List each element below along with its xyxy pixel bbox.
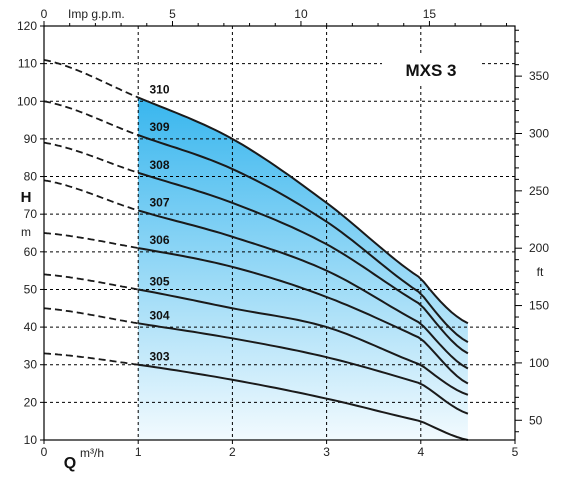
y-tick-label: 90 (24, 132, 38, 146)
curve-309-dashed (43, 100, 139, 136)
curve-309 (137, 134, 469, 343)
x-tick-label: 5 (512, 445, 519, 459)
curve-label-305: 305 (150, 274, 170, 288)
y-tick-label: 20 (24, 395, 38, 409)
y-tick-label: 120 (17, 19, 37, 33)
top-tick-label: 15 (423, 7, 437, 21)
right-tick-label: 200 (529, 241, 549, 255)
curve-308 (137, 171, 469, 355)
curve-label-310: 310 (150, 83, 170, 97)
curve-303-dashed (43, 352, 139, 366)
right-tick-label: 100 (529, 356, 549, 370)
y-tick-label: 40 (24, 320, 38, 334)
right-tick-label: 50 (529, 413, 543, 427)
x-tick-label: 2 (229, 445, 236, 459)
curve-label-309: 309 (150, 120, 170, 134)
curve-label-307: 307 (150, 195, 170, 209)
curve-layer (43, 59, 469, 441)
curve-304-dashed (43, 307, 139, 325)
x-tick-label: 0 (41, 445, 48, 459)
label-layer: 310 309 308 307 306 305 304 303 MXS 3 (150, 56, 480, 364)
right-axis-label: ft (537, 265, 544, 279)
x-tick-label: 4 (417, 445, 424, 459)
x-tick-label: 1 (135, 445, 142, 459)
curve-label-308: 308 (150, 158, 170, 172)
curve-305 (138, 288, 469, 396)
model-title-box (382, 56, 480, 84)
x-axis-unit: m³/h (80, 446, 104, 460)
curve-label-306: 306 (150, 233, 170, 247)
y-tick-label: 10 (24, 433, 38, 447)
curve-306 (138, 247, 469, 385)
y-tick-label: 110 (18, 57, 37, 71)
axis-layer: 0 1 2 3 4 5Qm³/h102030405060708090100110120Hm… (17, 7, 549, 472)
curve-label-304: 304 (150, 308, 170, 322)
right-tick-label: 250 (529, 184, 549, 198)
y-tick-label: 60 (24, 245, 38, 259)
curve-305-dashed (43, 273, 139, 291)
y-tick-label: 50 (24, 282, 38, 296)
y-tick-label: 100 (17, 94, 37, 108)
right-tick-label: 300 (529, 126, 549, 140)
curve-label-303: 303 (150, 350, 170, 364)
y-axis-unit: m (21, 225, 31, 239)
top-tick-label: 5 (169, 7, 176, 21)
x-axis-label: Q (64, 455, 76, 472)
curve-308-dashed (43, 141, 139, 174)
model-title: MXS 3 (405, 61, 456, 80)
curve-306-dashed (43, 232, 139, 249)
x-tick-label: 3 (323, 445, 330, 459)
y-tick-label: 70 (24, 207, 38, 221)
y-tick-label: 30 (24, 358, 38, 372)
curve-307 (137, 209, 469, 370)
top-tick-label: 0 (41, 7, 48, 21)
curve-310 (137, 96, 469, 325)
curve-307-dashed (43, 179, 139, 212)
curve-310-dashed (43, 59, 139, 99)
right-tick-label: 350 (529, 69, 549, 83)
plot-frame (43, 25, 516, 441)
operating-area-layer (138, 97, 468, 440)
right-tick-label: 150 (529, 299, 549, 313)
curve-303 (138, 363, 469, 441)
curve-304 (138, 322, 469, 415)
top-tick-label: 10 (294, 7, 308, 21)
top-axis-label: Imp g.p.m. (68, 7, 125, 21)
operating-area (138, 97, 468, 440)
y-axis-label: H (21, 189, 32, 206)
y-tick-label: 80 (24, 170, 38, 184)
